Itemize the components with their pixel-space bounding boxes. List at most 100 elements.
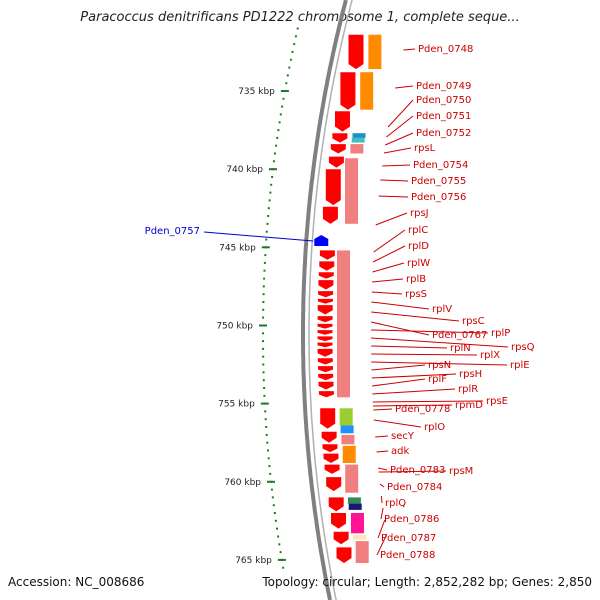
minor-tick <box>264 254 267 257</box>
minor-tick <box>270 488 273 491</box>
cds-feature[interactable] <box>336 547 352 563</box>
feature-labels[interactable]: Pden_0748 Pden_0749 Pden_0750 Pden_0751 Pden… <box>370 44 535 561</box>
cds-feature[interactable] <box>348 34 364 70</box>
major-tick <box>269 168 277 171</box>
feature-label[interactable]: Pden_0755 <box>411 176 466 187</box>
scale-label: 765 kbp <box>235 556 272 566</box>
cds-feature[interactable] <box>317 342 333 348</box>
feature-label[interactable]: rpsH <box>459 369 482 380</box>
feature-label[interactable]: Pden_0749 <box>416 81 471 92</box>
feature-label[interactable]: adk <box>391 446 409 457</box>
cds-feature[interactable] <box>317 305 333 315</box>
cds-feature[interactable] <box>318 381 334 390</box>
feature-label[interactable]: rplW <box>407 258 430 269</box>
function-segment <box>348 503 362 510</box>
cds-feature[interactable] <box>318 280 334 290</box>
minor-tick <box>286 74 289 77</box>
feature-label[interactable]: rpsN <box>428 360 451 371</box>
feature-label[interactable]: Pden_0788 <box>380 550 435 561</box>
feature-label[interactable]: Pden_0786 <box>384 514 439 525</box>
function-segment <box>345 158 358 224</box>
feature-label[interactable]: rpmD <box>455 400 483 411</box>
feature-label[interactable]: rplE <box>510 360 530 371</box>
feature-label[interactable]: rplP <box>491 328 510 339</box>
feature-label[interactable]: rpsL <box>414 143 436 154</box>
feature-label[interactable]: rplF <box>428 374 447 385</box>
cds-feature[interactable] <box>323 453 339 463</box>
cds-feature[interactable] <box>317 336 333 342</box>
cds-feature[interactable] <box>335 111 350 132</box>
cds-feature[interactable] <box>319 250 335 260</box>
reverse-feature[interactable] <box>314 235 329 247</box>
feature-label[interactable]: rplN <box>450 343 471 354</box>
feature-label[interactable]: rplB <box>406 274 426 285</box>
cds-feature[interactable] <box>322 206 338 224</box>
major-tick <box>280 90 289 92</box>
cds-feature[interactable] <box>328 497 344 512</box>
minor-tick <box>263 269 266 272</box>
minor-tick <box>293 43 296 46</box>
cds-feature[interactable] <box>317 348 333 357</box>
feature-label[interactable]: Pden_0754 <box>413 160 468 171</box>
major-tick <box>277 558 286 561</box>
major-tick <box>261 246 270 249</box>
cds-feature[interactable] <box>321 431 337 443</box>
feature-label[interactable]: rpsJ <box>410 208 429 219</box>
cds-track[interactable] <box>317 34 364 563</box>
reverse-feature-label[interactable]: Pden_0757 <box>145 226 200 237</box>
cds-feature[interactable] <box>324 464 340 474</box>
cds-feature[interactable] <box>318 366 333 373</box>
cds-feature[interactable] <box>318 272 334 279</box>
cds-feature[interactable] <box>319 261 335 271</box>
feature-label[interactable]: Pden_0783 <box>390 465 445 476</box>
cds-feature[interactable] <box>318 291 334 298</box>
cds-feature[interactable] <box>320 408 336 429</box>
feature-label[interactable]: rplD <box>408 241 429 252</box>
feature-label[interactable]: rplO <box>424 422 445 433</box>
feature-label[interactable]: Pden_0778 <box>395 404 450 415</box>
feature-label[interactable]: rplQ <box>385 498 406 509</box>
cds-feature[interactable] <box>333 531 349 545</box>
minor-tick <box>262 355 265 358</box>
feature-label[interactable]: Pden_0784 <box>387 482 442 493</box>
cds-feature[interactable] <box>317 323 333 329</box>
feature-label[interactable]: rplC <box>408 225 428 236</box>
feature-label[interactable]: Pden_0750 <box>416 95 471 106</box>
feature-label[interactable]: rplX <box>480 350 500 361</box>
cds-feature[interactable] <box>317 330 333 335</box>
feature-label[interactable]: rpsC <box>462 316 485 327</box>
cds-feature[interactable] <box>332 133 348 143</box>
cds-feature[interactable] <box>326 477 342 492</box>
feature-label[interactable]: rplR <box>458 384 478 395</box>
label-leader <box>376 450 389 453</box>
cds-feature[interactable] <box>340 72 356 110</box>
cds-feature[interactable] <box>317 316 333 323</box>
label-leader <box>373 229 406 253</box>
feature-label[interactable]: secY <box>391 431 415 442</box>
scale-ticks: 735 kbp 740 kbp 745 kbp 750 kbp 755 kbp 760 k… <box>216 27 299 569</box>
feature-label[interactable]: Pden_0752 <box>416 128 471 139</box>
feature-label[interactable]: rplV <box>432 304 452 315</box>
reverse-strand-features[interactable]: Pden_0757 <box>145 226 329 247</box>
cds-feature[interactable] <box>331 513 346 529</box>
feature-label[interactable]: rpsM <box>449 466 473 477</box>
feature-label[interactable]: Pden_0787 <box>381 533 436 544</box>
minor-tick <box>282 566 285 569</box>
feature-label[interactable]: Pden_0767 <box>432 330 487 341</box>
label-leader <box>373 408 393 411</box>
feature-label[interactable]: rpsQ <box>511 342 535 353</box>
cds-feature[interactable] <box>317 358 333 365</box>
feature-label[interactable]: Pden_0756 <box>411 192 466 203</box>
cds-feature[interactable] <box>328 156 344 168</box>
cds-feature[interactable] <box>325 169 341 206</box>
feature-label[interactable]: Pden_0748 <box>418 44 473 55</box>
cds-feature[interactable] <box>322 444 338 453</box>
cds-feature[interactable] <box>318 391 334 398</box>
cds-feature[interactable] <box>318 373 334 381</box>
cds-feature[interactable] <box>317 298 333 304</box>
feature-label[interactable]: Pden_0751 <box>416 111 471 122</box>
feature-label[interactable]: rpsS <box>405 289 427 300</box>
cds-feature[interactable] <box>330 144 346 154</box>
feature-label[interactable]: rpsE <box>486 396 508 407</box>
